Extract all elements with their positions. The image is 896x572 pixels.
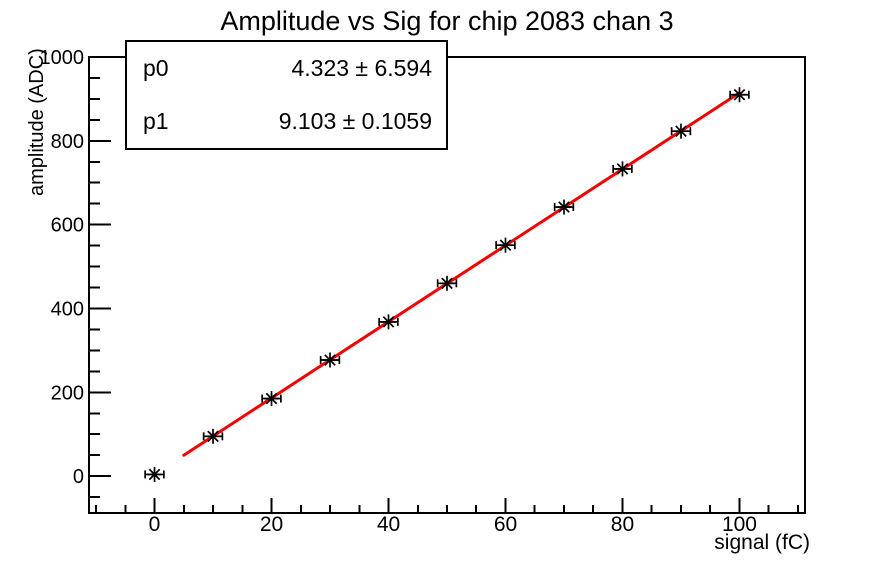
data-point xyxy=(319,352,341,368)
x-tick-label: 80 xyxy=(611,513,634,536)
y-tick-label: 600 xyxy=(51,215,84,237)
data-point xyxy=(436,275,458,291)
data-point xyxy=(612,161,633,177)
data-point xyxy=(261,391,282,407)
data-point xyxy=(378,314,399,330)
x-tick-label: 40 xyxy=(377,513,400,536)
y-axis-title: amplitude (ADC) xyxy=(26,48,48,196)
data-point xyxy=(144,466,165,482)
data-point xyxy=(553,199,575,215)
y-tick-label: 200 xyxy=(51,382,84,404)
x-axis-title: signal (fC) xyxy=(714,531,810,554)
y-tick-label: 0 xyxy=(73,466,84,488)
y-tick-label: 800 xyxy=(51,131,84,153)
x-tick-label: 60 xyxy=(494,513,517,536)
param-value-p1: 9.103 ± 0.1059 xyxy=(278,108,432,134)
data-point xyxy=(202,428,224,444)
param-name-p1: p1 xyxy=(143,108,169,134)
chart-title: Amplitude vs Sig for chip 2083 chan 3 xyxy=(220,6,674,36)
data-point xyxy=(729,87,750,103)
data-point xyxy=(495,237,516,253)
stats-row-p1: p1 9.103 ± 0.1059 xyxy=(127,108,446,135)
param-name-p0: p0 xyxy=(143,55,169,81)
x-tick-label: 100 xyxy=(722,513,757,536)
x-tick-label: 0 xyxy=(149,513,161,536)
y-tick-label: 1000 xyxy=(40,47,85,69)
x-tick-label: 20 xyxy=(260,513,283,536)
fit-stats-box: p0 4.323 ± 6.594 p1 9.103 ± 0.1059 xyxy=(125,40,448,150)
y-tick-label: 400 xyxy=(51,298,84,320)
param-value-p0: 4.323 ± 6.594 xyxy=(291,55,432,81)
data-point xyxy=(670,123,692,139)
stats-row-p0: p0 4.323 ± 6.594 xyxy=(127,55,446,82)
